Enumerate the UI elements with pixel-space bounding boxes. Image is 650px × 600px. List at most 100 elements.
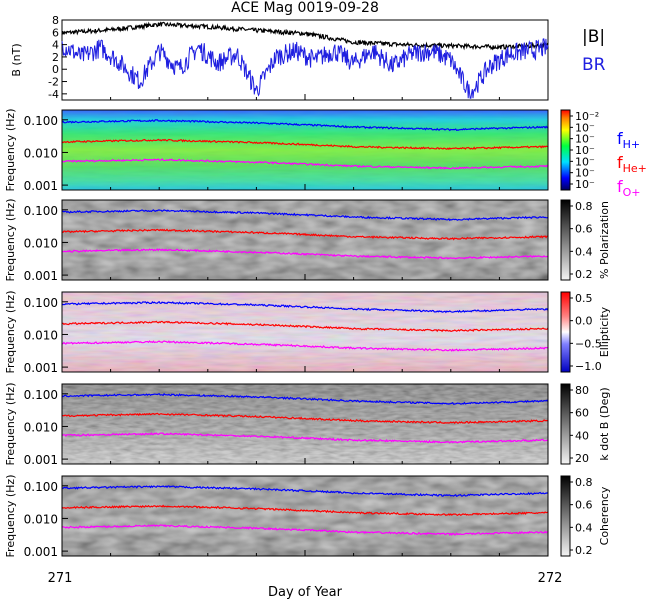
gyro-legend: fH+ fHe+ fO+ (617, 129, 647, 199)
freq-axis-label: Frequency (Hz) (4, 475, 17, 558)
panel-coherency-fHe+-line (61, 504, 549, 517)
freq-axis-label: Frequency (Hz) (4, 291, 17, 374)
freq-tick-label: 0.100 (24, 204, 58, 218)
colorbar-tick-label: 10⁻ (575, 121, 595, 134)
colorbar-tick-label: 10⁻ (575, 144, 595, 157)
br-line (61, 38, 549, 99)
colorbar-tick-label: 10⁻ (575, 178, 595, 191)
panel-polarization: 0.100 0.010 0.001 Frequency (Hz) 0.8 0.6 0.4 0.… (4, 199, 611, 284)
freq-tick-label: 0.010 (24, 236, 58, 250)
legend-fh-main: f (617, 129, 623, 148)
freq-tick-label: 0.100 (24, 388, 58, 402)
panel-ellipticity-fHe+-line (61, 320, 549, 333)
b-ytick-label: 6 (52, 26, 59, 39)
panel-ellipticity: 0.100 0.010 0.001 Frequency (Hz) 0.5 0.0 −0.5 −… (4, 291, 611, 376)
panel-kdotb-fO+-line (61, 432, 549, 444)
b-ytick-label: -4 (48, 88, 59, 101)
colorbar-power (560, 109, 571, 191)
colorbar-kdotb (560, 383, 571, 465)
colorbar-tick-label: −1.0 (575, 360, 602, 373)
colorbar-tick-label: 0.4 (575, 521, 593, 534)
colorbar-kdotb-title: k dot B (Deg) (598, 387, 611, 460)
freq-tick-label: 0.100 (24, 296, 58, 310)
panel-kdotb-texture (62, 384, 548, 464)
legend-fo-sub: O+ (623, 186, 641, 199)
colorbar-tick-label: 10⁻ (575, 167, 595, 180)
b-ytick-label: 4 (52, 39, 59, 52)
b-field-ylabel: B (nT) (10, 43, 23, 76)
panel-power-fO+-line (61, 158, 549, 170)
panel-ellipticity-fO+-line (61, 340, 549, 352)
freq-tick-label: 0.001 (24, 453, 58, 467)
panel-coherency-fH+-line (61, 485, 549, 498)
x-tick-271: 271 (48, 571, 73, 586)
colorbar-tick-label: 10⁻ (575, 133, 595, 146)
x-tick-272: 272 (538, 571, 563, 586)
freq-axis-label: Frequency (Hz) (4, 383, 17, 466)
panel-coherency-texture (62, 476, 548, 556)
colorbar-tick-label: 0.2 (575, 544, 593, 557)
colorbar-ellipticity (560, 291, 571, 373)
freq-tick-label: 0.010 (24, 146, 58, 160)
legend-br: BR (582, 55, 606, 75)
colorbar-tick-label: 0.0 (575, 315, 593, 328)
colorbar-tick-label: 0.5 (575, 292, 593, 305)
b-ytick-label: -2 (48, 76, 59, 89)
colorbar-tick-label: 20 (575, 452, 589, 465)
freq-axis-label: Frequency (Hz) (4, 199, 17, 282)
b-ytick-label: 2 (52, 51, 59, 64)
colorbar-tick-label: 60 (575, 407, 589, 420)
panel-coherency: 0.100 0.010 0.001 Frequency (Hz) 0.8 0.6 0.4 0.… (4, 475, 611, 560)
panel-power-texture (62, 110, 548, 190)
colorbar-tick-label: 40 (575, 429, 589, 442)
panel-kdotb: 0.100 0.010 0.001 Frequency (Hz) 80 60 40 20 k d… (4, 383, 611, 468)
colorbar-tick-label: 80 (575, 384, 589, 397)
colorbar-ellipticity-title: Ellipticity (598, 306, 611, 357)
x-axis-label: Day of Year (268, 585, 343, 600)
legend-fh-sub: H+ (623, 138, 641, 151)
colorbar-tick-label: 0.4 (575, 245, 593, 258)
panel-ellipticity-fH+-line (61, 300, 549, 314)
panel-coherency-fO+-line (61, 523, 549, 536)
colorbar-tick-label: −0.5 (575, 337, 602, 350)
colorbar-tick-label: 0.2 (575, 268, 593, 281)
legend-fhe-sub: He+ (623, 162, 647, 175)
panel-polarization-fH+-line (61, 209, 549, 222)
b-ytick-label: 8 (52, 14, 59, 27)
colorbar-tick-label: 0.6 (575, 223, 593, 236)
colorbar-tick-label: 0.8 (575, 200, 593, 213)
freq-tick-label: 0.001 (24, 361, 58, 375)
freq-tick-label: 0.010 (24, 512, 58, 526)
b-field-series (61, 21, 549, 99)
colorbar-tick-label: 10⁻² (575, 110, 599, 123)
legend-b-magnitude: |B| (582, 27, 605, 47)
freq-tick-label: 0.100 (24, 480, 58, 494)
freq-tick-label: 0.010 (24, 328, 58, 342)
colorbar-coherency (560, 475, 571, 557)
legend-fo-main: f (617, 177, 623, 196)
panel-polarization-fO+-line (61, 248, 549, 260)
freq-tick-label: 0.001 (24, 269, 58, 283)
b-ytick-label: 0 (52, 63, 59, 76)
colorbar-tick-label: 0.8 (575, 476, 593, 489)
colorbar-polarization (560, 199, 571, 281)
freq-tick-label: 0.001 (24, 179, 58, 193)
panel-polarization-texture (62, 200, 548, 280)
freq-tick-label: 0.001 (24, 545, 58, 559)
panel-kdotb-fHe+-line (61, 412, 549, 425)
freq-tick-label: 0.010 (24, 420, 58, 434)
legend-fh: fH+ (617, 129, 640, 151)
colorbar-coherency-title: Coherency (598, 486, 611, 545)
freq-tick-label: 0.100 (24, 114, 58, 128)
colorbar-tick-label: 0.6 (575, 499, 593, 512)
chart-title: ACE Mag 0019-09-28 (231, 0, 379, 16)
freq-axis-label: Frequency (Hz) (4, 109, 17, 192)
legend-fhe: fHe+ (617, 153, 647, 175)
legend-fo: fO+ (617, 177, 641, 199)
panel-power-fH+-line (61, 119, 549, 132)
legend-fhe-main: f (617, 153, 623, 172)
